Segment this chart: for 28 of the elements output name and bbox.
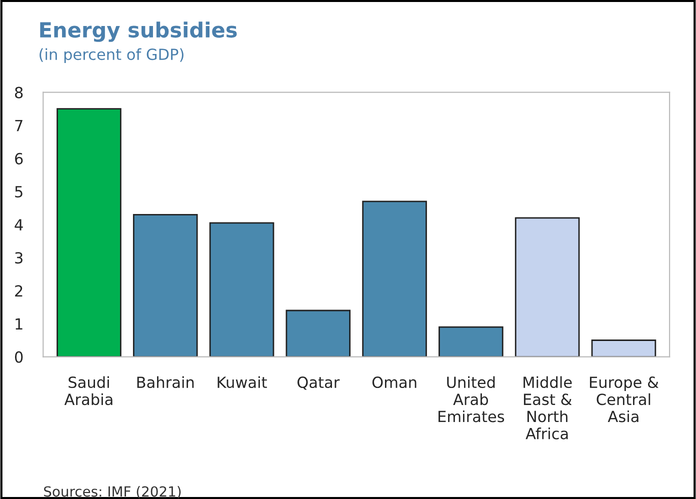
y-tick-label: 0 [14, 351, 23, 363]
y-tick-label: 6 [15, 152, 23, 164]
x-tick-label: United Arab Emirates [438, 376, 504, 422]
x-tick-label: Bahrain [137, 376, 194, 388]
y-tick-label: 5 [15, 186, 22, 198]
bar [362, 200, 427, 357]
bar [56, 108, 122, 357]
y-tick-label: 1 [16, 318, 22, 330]
x-tick-label: Qatar [298, 376, 340, 390]
source-note: Sources: IMF (2021) [44, 486, 181, 498]
bar [438, 326, 504, 357]
y-tick-label: 8 [15, 86, 23, 98]
bar [209, 222, 274, 357]
y-tick-label: 7 [15, 120, 22, 132]
x-tick-label: Kuwait [218, 376, 267, 388]
x-tick-label: Middle East & North Africa [524, 376, 572, 440]
chart-title: Energy subsidies [40, 22, 237, 42]
y-tick-label: 4 [14, 219, 23, 230]
y-tick-label: 3 [15, 252, 22, 264]
x-tick-label: Saudi Arabia [64, 376, 112, 406]
bar [591, 340, 656, 357]
bar [514, 217, 580, 357]
y-tick-label: 2 [15, 285, 22, 296]
chart-subtitle: (in percent of GDP) [40, 48, 184, 64]
x-tick-label: Oman [372, 376, 416, 388]
bar [132, 214, 198, 357]
bar [286, 310, 351, 357]
x-tick-label: Europe & Central Asia [590, 376, 658, 422]
